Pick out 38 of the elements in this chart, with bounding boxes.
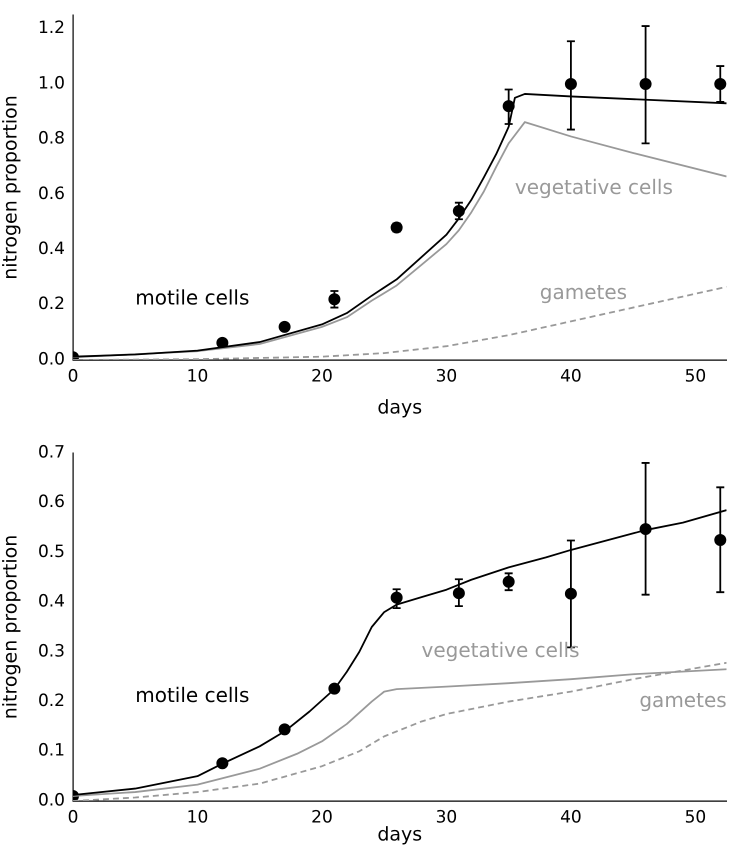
y-tick-label: 0.1	[38, 740, 65, 761]
y-tick-label: 0.6	[38, 492, 65, 512]
y-tick-label: 0.0	[38, 349, 65, 370]
x-tick-label: 40	[560, 366, 582, 387]
x-tick-label: 20	[311, 808, 333, 828]
y-tick-label: 1.0	[38, 73, 65, 94]
y-axis-title: nitrogen proportion	[0, 534, 22, 720]
y-tick-label: 0.2	[38, 690, 65, 711]
x-tick-label: 20	[311, 366, 333, 387]
x-tick-label: 30	[436, 808, 458, 828]
x-tick-label: 10	[186, 808, 208, 828]
series-label: vegetative cells	[514, 175, 673, 200]
x-tick-label: 40	[560, 808, 582, 828]
x-tick-label: 50	[684, 366, 706, 387]
y-tick-label: 0.4	[38, 239, 65, 260]
x-tick-label: 30	[436, 366, 458, 387]
x-tick-label: 50	[684, 808, 706, 828]
series-label: motile cells	[135, 285, 250, 310]
x-axis-title: days	[377, 396, 422, 419]
y-tick-label: 0.7	[38, 442, 65, 462]
series-label: gametes	[540, 280, 628, 304]
point	[278, 320, 291, 333]
y-tick-label: 0.0	[38, 790, 65, 810]
x-tick-label: 0	[68, 366, 78, 387]
y-tick-label: 0.5	[38, 542, 65, 562]
y-tick-label: 0.8	[38, 128, 65, 149]
y-tick-label: 0.2	[38, 294, 65, 314]
y-axis-title: nitrogen proportion	[0, 95, 22, 280]
series-label: motile cells	[135, 682, 250, 707]
y-tick-label: 0.6	[38, 184, 65, 204]
y-tick-label: 1.2	[38, 18, 65, 38]
y-tick-label: 0.4	[38, 592, 65, 612]
x-tick-label: 0	[68, 808, 78, 828]
x-tick-label: 10	[186, 366, 208, 387]
y-tick-label: 0.3	[38, 641, 65, 662]
x-axis-title: days	[377, 824, 422, 846]
series-label: gametes	[639, 688, 727, 712]
series-label: vegetative cells	[422, 638, 580, 662]
